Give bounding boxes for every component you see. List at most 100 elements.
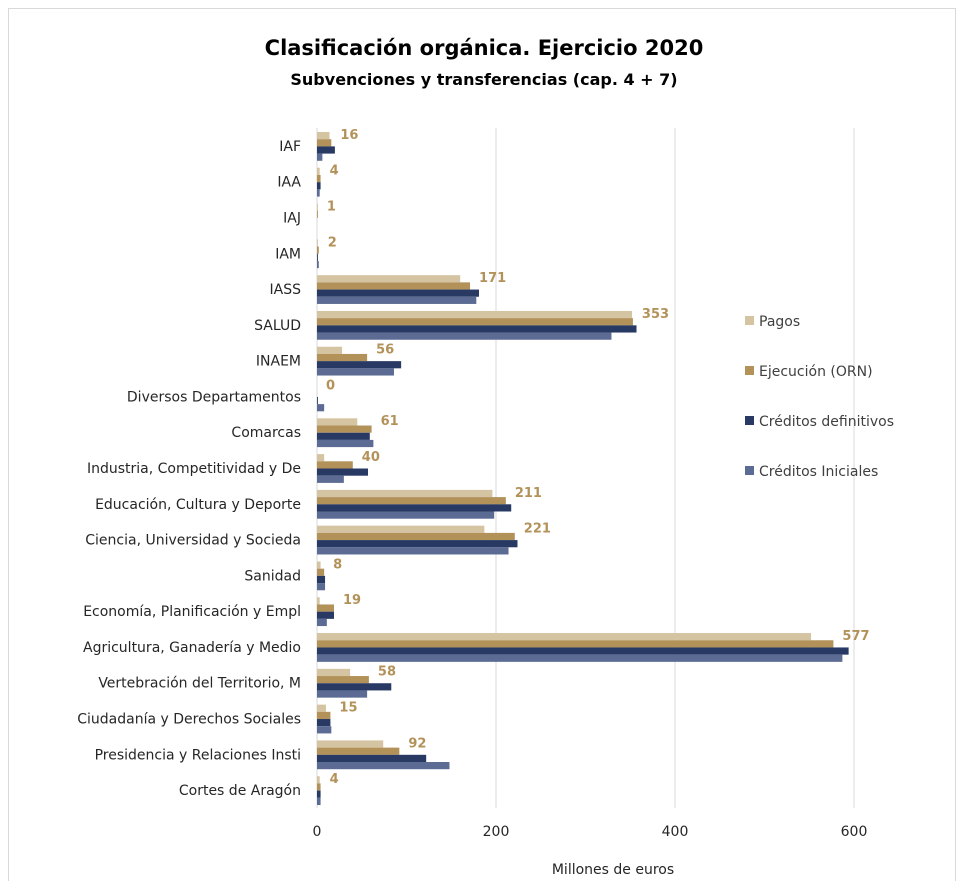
bar <box>317 575 326 584</box>
chart-subtitle: Subvenciones y transferencias (cap. 4 + … <box>290 70 677 89</box>
legend-swatch <box>745 466 754 475</box>
chart-title: Clasificación orgánica. Ejercicio 2020 <box>265 36 704 60</box>
category-label: IAJ <box>283 210 301 226</box>
bar <box>317 432 370 440</box>
data-label: 56 <box>376 343 394 358</box>
bar <box>317 404 325 412</box>
bars-group <box>317 131 849 806</box>
x-tick-label: 200 <box>483 824 510 840</box>
bar <box>317 740 384 748</box>
bar <box>317 318 633 326</box>
bar <box>317 131 330 140</box>
data-label: 353 <box>642 307 669 322</box>
category-label: Cortes de Aragón <box>179 783 301 799</box>
category-label: Ciencia, Universidad y Socieda <box>85 533 301 549</box>
data-labels: 16 4 1 2 171 353 56 0 61 40 211 221 8 19 577 58 15 92 4 <box>326 128 870 787</box>
bar <box>317 776 320 784</box>
bar <box>317 633 812 641</box>
data-label: 221 <box>524 522 551 537</box>
category-label: Agricultura, Ganadería y Medio <box>83 640 301 656</box>
data-label: 0 <box>326 378 335 393</box>
bar <box>317 203 318 211</box>
bar <box>317 568 325 576</box>
x-tick-label: 600 <box>841 824 868 840</box>
bar <box>317 260 319 269</box>
bar <box>317 540 518 548</box>
bar <box>317 210 318 218</box>
data-label: 577 <box>842 629 869 644</box>
bar <box>317 296 477 304</box>
legend-label: Pagos <box>759 314 800 330</box>
bar <box>317 797 321 806</box>
bar <box>317 597 320 605</box>
category-label: Sanidad <box>244 568 301 584</box>
bar <box>317 153 323 161</box>
bar <box>317 282 471 290</box>
category-label: Diversos Departamentos <box>127 389 301 405</box>
legend-swatch <box>745 416 754 425</box>
x-axis-title: Millones de euros <box>552 862 674 878</box>
bar <box>317 461 353 469</box>
bar <box>317 511 495 519</box>
data-label: 171 <box>479 271 506 286</box>
bar <box>317 332 612 340</box>
legend-swatch <box>745 366 754 375</box>
data-label: 211 <box>515 486 542 501</box>
bar <box>317 504 512 512</box>
data-label: 15 <box>339 701 357 716</box>
data-label: 4 <box>330 772 339 787</box>
bar <box>317 489 493 498</box>
bar <box>317 146 335 154</box>
bar <box>317 239 318 247</box>
x-tick-labels: 0 200 400 600 <box>313 824 868 840</box>
bar <box>317 246 319 254</box>
category-label: IASS <box>270 282 302 298</box>
category-label: Ciudadanía y Derechos Sociales <box>77 712 301 728</box>
data-label: 58 <box>378 665 396 680</box>
data-label: 92 <box>408 736 426 751</box>
bar <box>317 167 320 175</box>
data-label: 40 <box>362 450 380 465</box>
bar <box>317 640 834 648</box>
data-label: 16 <box>340 128 358 143</box>
bar <box>317 668 351 677</box>
bar <box>317 368 394 376</box>
bar <box>317 783 321 791</box>
category-label: Educación, Cultura y Deporte <box>95 497 301 513</box>
legend-label: Créditos Iniciales <box>759 464 878 480</box>
bar <box>317 189 320 197</box>
bar <box>317 454 325 462</box>
data-label: 19 <box>343 593 361 608</box>
bar <box>317 754 427 763</box>
bar <box>317 611 335 619</box>
bar <box>317 676 369 684</box>
data-label: 8 <box>333 557 342 572</box>
bar <box>317 618 327 627</box>
bar <box>317 468 369 476</box>
bar <box>317 654 843 662</box>
bar <box>317 704 326 712</box>
bar <box>317 325 637 333</box>
category-label: Economía, Planificación y Empl <box>83 604 301 620</box>
data-label: 1 <box>327 199 336 214</box>
bar <box>317 174 321 183</box>
category-label: IAM <box>275 246 301 262</box>
legend-label: Créditos definitivos <box>759 414 894 430</box>
bar <box>317 497 506 505</box>
data-label: 61 <box>381 414 399 429</box>
legend-label: Ejecución (ORN) <box>759 364 873 380</box>
bar <box>317 289 479 297</box>
bar <box>317 525 485 533</box>
bar <box>317 711 331 720</box>
bar <box>317 719 331 727</box>
x-tick-label: 400 <box>662 824 689 840</box>
category-label: INAEM <box>256 354 301 370</box>
bar <box>317 396 318 405</box>
bar <box>317 532 515 541</box>
bar <box>317 361 402 369</box>
data-label: 2 <box>328 235 337 250</box>
bar <box>317 583 326 591</box>
bar <box>317 475 344 483</box>
x-tick-label: 0 <box>313 824 322 840</box>
